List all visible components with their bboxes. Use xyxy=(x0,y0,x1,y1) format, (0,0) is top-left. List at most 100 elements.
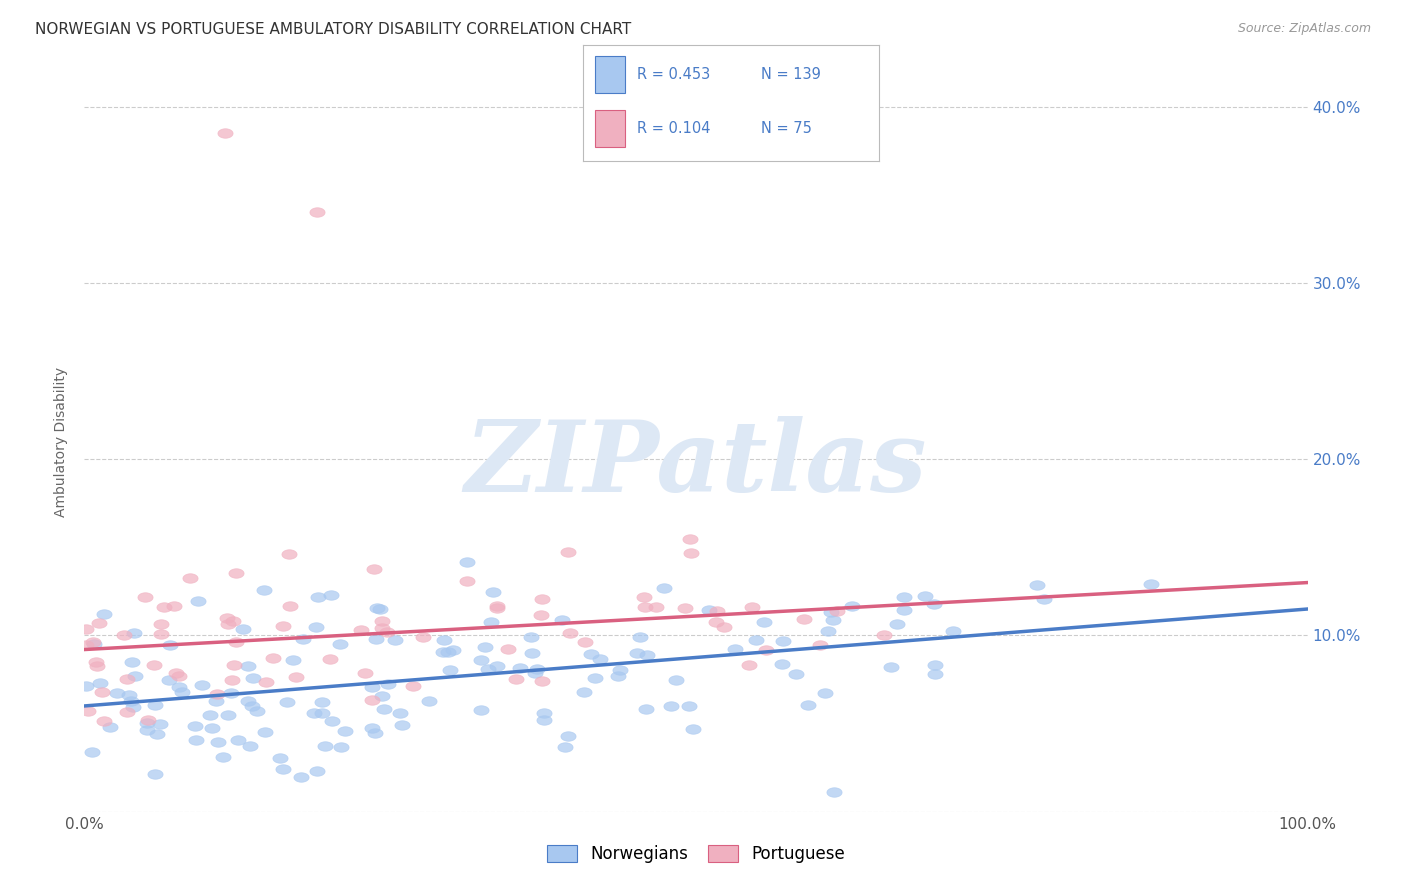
Point xyxy=(724,641,747,656)
Legend: Norwegians, Portuguese: Norwegians, Portuguese xyxy=(540,838,852,870)
Point xyxy=(121,655,143,669)
Point xyxy=(115,672,138,686)
Point xyxy=(607,668,630,682)
Point xyxy=(738,657,761,672)
Point xyxy=(179,571,201,585)
Bar xyxy=(595,110,624,146)
Point xyxy=(520,630,543,644)
Point xyxy=(841,599,863,613)
Point xyxy=(77,704,100,718)
Point xyxy=(391,718,413,732)
Point xyxy=(115,705,138,719)
Point xyxy=(772,657,794,672)
Point xyxy=(149,717,172,731)
Point xyxy=(754,615,776,630)
Point xyxy=(706,604,728,618)
Point xyxy=(83,637,105,651)
Point xyxy=(212,750,235,764)
Point xyxy=(153,600,176,615)
Point xyxy=(120,694,142,708)
Point xyxy=(118,688,141,702)
Point xyxy=(626,646,648,660)
Point xyxy=(305,764,328,778)
Point xyxy=(373,701,395,715)
Point xyxy=(105,686,128,700)
Point xyxy=(496,641,519,656)
Point xyxy=(574,635,596,649)
Text: ZIPatlas: ZIPatlas xyxy=(465,416,927,512)
Point xyxy=(572,685,595,699)
Text: N = 75: N = 75 xyxy=(761,120,811,136)
Point xyxy=(914,590,936,604)
Point xyxy=(679,533,702,547)
Point xyxy=(186,733,208,747)
Point xyxy=(699,603,721,617)
Point xyxy=(143,658,166,673)
Point xyxy=(441,643,464,657)
Point xyxy=(673,601,696,615)
Text: N = 139: N = 139 xyxy=(761,67,821,82)
Point xyxy=(634,599,657,614)
Point xyxy=(634,702,657,716)
Point xyxy=(533,706,555,721)
Point xyxy=(820,605,842,619)
Point xyxy=(214,126,236,140)
Point xyxy=(75,638,97,652)
Point xyxy=(329,637,352,651)
Point xyxy=(262,650,284,665)
Text: Source: ZipAtlas.com: Source: ZipAtlas.com xyxy=(1237,22,1371,36)
Point xyxy=(240,698,263,713)
Point xyxy=(412,630,434,644)
Point xyxy=(682,722,704,736)
Point xyxy=(785,667,807,681)
Point xyxy=(224,657,246,672)
Point xyxy=(579,647,602,661)
Point xyxy=(75,679,97,693)
Point xyxy=(135,716,157,731)
Point xyxy=(659,698,682,713)
Point xyxy=(165,665,187,680)
Point xyxy=(149,627,172,641)
Point xyxy=(609,663,631,677)
Point xyxy=(360,693,382,707)
Point xyxy=(167,680,190,694)
Point xyxy=(305,205,328,219)
Point xyxy=(551,613,574,627)
Point xyxy=(808,639,831,653)
Point xyxy=(363,562,385,576)
Point xyxy=(221,615,243,629)
Point xyxy=(284,669,307,683)
Point xyxy=(236,659,259,673)
Point xyxy=(172,685,194,699)
Point xyxy=(554,739,576,754)
Point xyxy=(402,680,425,694)
Point xyxy=(361,721,384,735)
Point xyxy=(821,613,844,627)
Point xyxy=(82,635,104,649)
Point xyxy=(880,660,903,674)
Point xyxy=(226,733,249,747)
Point xyxy=(183,719,205,733)
Point xyxy=(942,624,965,638)
Y-axis label: Ambulatory Disability: Ambulatory Disability xyxy=(55,367,69,516)
Point xyxy=(93,714,115,728)
Point xyxy=(1026,578,1049,592)
Point xyxy=(375,624,398,639)
Point xyxy=(433,633,456,648)
Point xyxy=(254,674,277,689)
Point xyxy=(122,699,145,714)
Point xyxy=(474,640,496,655)
Point xyxy=(321,714,343,728)
Point xyxy=(486,599,509,613)
Point xyxy=(470,703,492,717)
Point xyxy=(1033,592,1056,607)
Point xyxy=(388,706,411,721)
Point xyxy=(628,630,651,644)
Point xyxy=(893,602,915,616)
Point xyxy=(134,590,156,604)
Point xyxy=(485,658,508,673)
Point xyxy=(217,611,239,625)
Point xyxy=(122,626,145,640)
Point xyxy=(886,616,908,631)
Point xyxy=(361,680,384,694)
